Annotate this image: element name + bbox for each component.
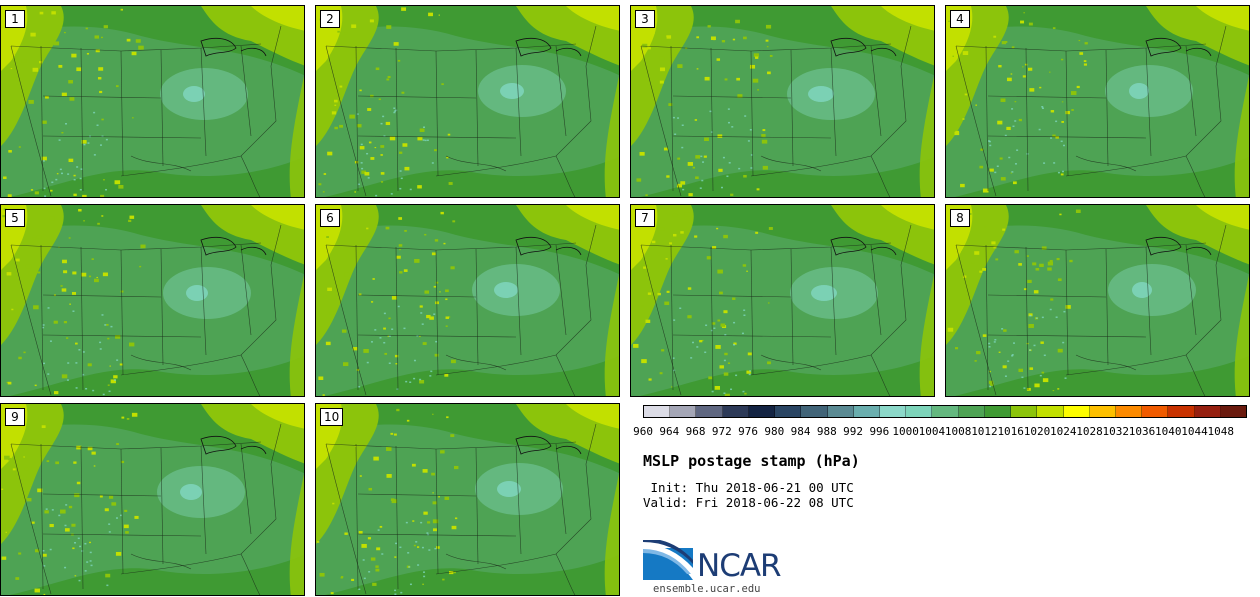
colorbar-tick-label: 992 xyxy=(843,425,864,438)
ensemble-member-panel-6: 6 xyxy=(315,204,620,397)
ensemble-member-panel-10: 10 xyxy=(315,403,620,596)
colorbar-swatch xyxy=(984,406,1012,417)
colorbar-swatch xyxy=(906,406,933,417)
member-number-label: 2 xyxy=(320,10,340,28)
colorbar-tick-label: 1004 xyxy=(918,425,946,438)
colorbar-tick-label: 976 xyxy=(738,425,759,438)
mslp-map xyxy=(1,404,304,595)
init-time: Init: Thu 2018-06-21 00 UTC xyxy=(643,480,854,495)
colorbar-tick-label: 968 xyxy=(685,425,706,438)
colorbar-swatch xyxy=(722,406,749,417)
valid-time: Valid: Fri 2018-06-22 08 UTC xyxy=(643,495,854,510)
colorbar-tick-label: 1024 xyxy=(1049,425,1077,438)
colorbar-swatch xyxy=(827,406,854,417)
ensemble-member-panel-8: 8 xyxy=(945,204,1250,397)
colorbar-tick-label: 1016 xyxy=(997,425,1024,438)
colorbar-tick-label: 1028 xyxy=(1076,425,1103,438)
colorbar-tick-label: 988 xyxy=(816,425,837,438)
colorbar-swatch xyxy=(1063,406,1090,417)
colorbar-swatch xyxy=(670,406,697,417)
colorbar-swatch xyxy=(853,406,880,417)
mslp-map xyxy=(631,6,934,197)
colorbar-swatch xyxy=(879,406,907,417)
colorbar-tick-label: 960 xyxy=(633,425,653,438)
member-number-label: 8 xyxy=(950,209,970,227)
colorbar-tick-labels: 960 964 968 972 976 980 984 988 992 996 1000 1004 10… xyxy=(633,425,1259,439)
colorbar-tick-label: 964 xyxy=(659,425,680,438)
colorbar-swatch xyxy=(775,406,802,417)
colorbar-tick-label: 1044 xyxy=(1181,425,1208,438)
ncar-logo-text: NCAR xyxy=(697,548,782,584)
mslp-map xyxy=(1,6,304,197)
mslp-map xyxy=(316,205,619,396)
ensemble-member-panel-3: 3 xyxy=(630,5,935,198)
ensemble-member-panel-9: 9 xyxy=(0,403,305,596)
colorbar-tick-label: 972 xyxy=(711,425,732,438)
colorbar-swatch xyxy=(1089,406,1116,417)
colorbar-tick-label: 1008 xyxy=(944,425,972,438)
colorbar-swatch xyxy=(1142,406,1169,417)
colorbar-tick-label: 984 xyxy=(790,425,811,438)
colorbar-swatch xyxy=(958,406,985,417)
mslp-map xyxy=(631,205,934,396)
colorbar-swatch xyxy=(696,406,723,417)
colorbar-swatch xyxy=(1220,406,1247,417)
colorbar-tick-label: 980 xyxy=(764,425,785,438)
mslp-map xyxy=(1,205,304,396)
ensemble-member-panel-7: 7 xyxy=(630,204,935,397)
member-number-label: 3 xyxy=(635,10,655,28)
colorbar-tick-label: 1040 xyxy=(1155,425,1182,438)
member-number-label: 10 xyxy=(320,408,344,426)
colorbar-tick-label: 1032 xyxy=(1102,425,1129,438)
colorbar-swatch xyxy=(1011,406,1038,417)
ensemble-member-panel-4: 4 xyxy=(945,5,1250,198)
colorbar-tick-label: 996 xyxy=(869,425,890,438)
source-url: ensemble.ucar.edu xyxy=(653,583,761,595)
colorbar-tick-label: 1000 xyxy=(892,425,919,438)
colorbar-swatch xyxy=(801,406,828,417)
ncar-logo-icon xyxy=(643,540,693,580)
colorbar-swatch xyxy=(1037,406,1064,417)
colorbar-tick-label: 1048 xyxy=(1207,425,1235,438)
member-number-label: 5 xyxy=(5,209,25,227)
colorbar-tick-label: 1020 xyxy=(1023,425,1051,438)
ensemble-member-panel-5: 5 xyxy=(0,204,305,397)
colorbar-tick-label: 1036 xyxy=(1128,425,1156,438)
member-number-label: 4 xyxy=(950,10,970,28)
colorbar-swatch xyxy=(932,406,959,417)
mslp-map xyxy=(946,205,1249,396)
mslp-map xyxy=(946,6,1249,197)
colorbar-swatch xyxy=(1168,406,1195,417)
colorbar-swatch xyxy=(748,406,776,417)
colorbar-tick-label: 1012 xyxy=(971,425,998,438)
member-number-label: 9 xyxy=(5,408,25,426)
page-title: MSLP postage stamp (hPa) xyxy=(643,452,860,470)
colorbar-swatch xyxy=(644,406,671,417)
member-number-label: 7 xyxy=(635,209,655,227)
member-number-label: 6 xyxy=(320,209,340,227)
pressure-colorbar xyxy=(643,405,1247,418)
colorbar-swatch xyxy=(1115,406,1143,417)
ensemble-member-panel-2: 2 xyxy=(315,5,620,198)
member-number-label: 1 xyxy=(5,10,25,28)
colorbar-swatch xyxy=(1194,406,1221,417)
mslp-map xyxy=(316,404,619,595)
ensemble-member-panel-1: 1 xyxy=(0,5,305,198)
mslp-map xyxy=(316,6,619,197)
